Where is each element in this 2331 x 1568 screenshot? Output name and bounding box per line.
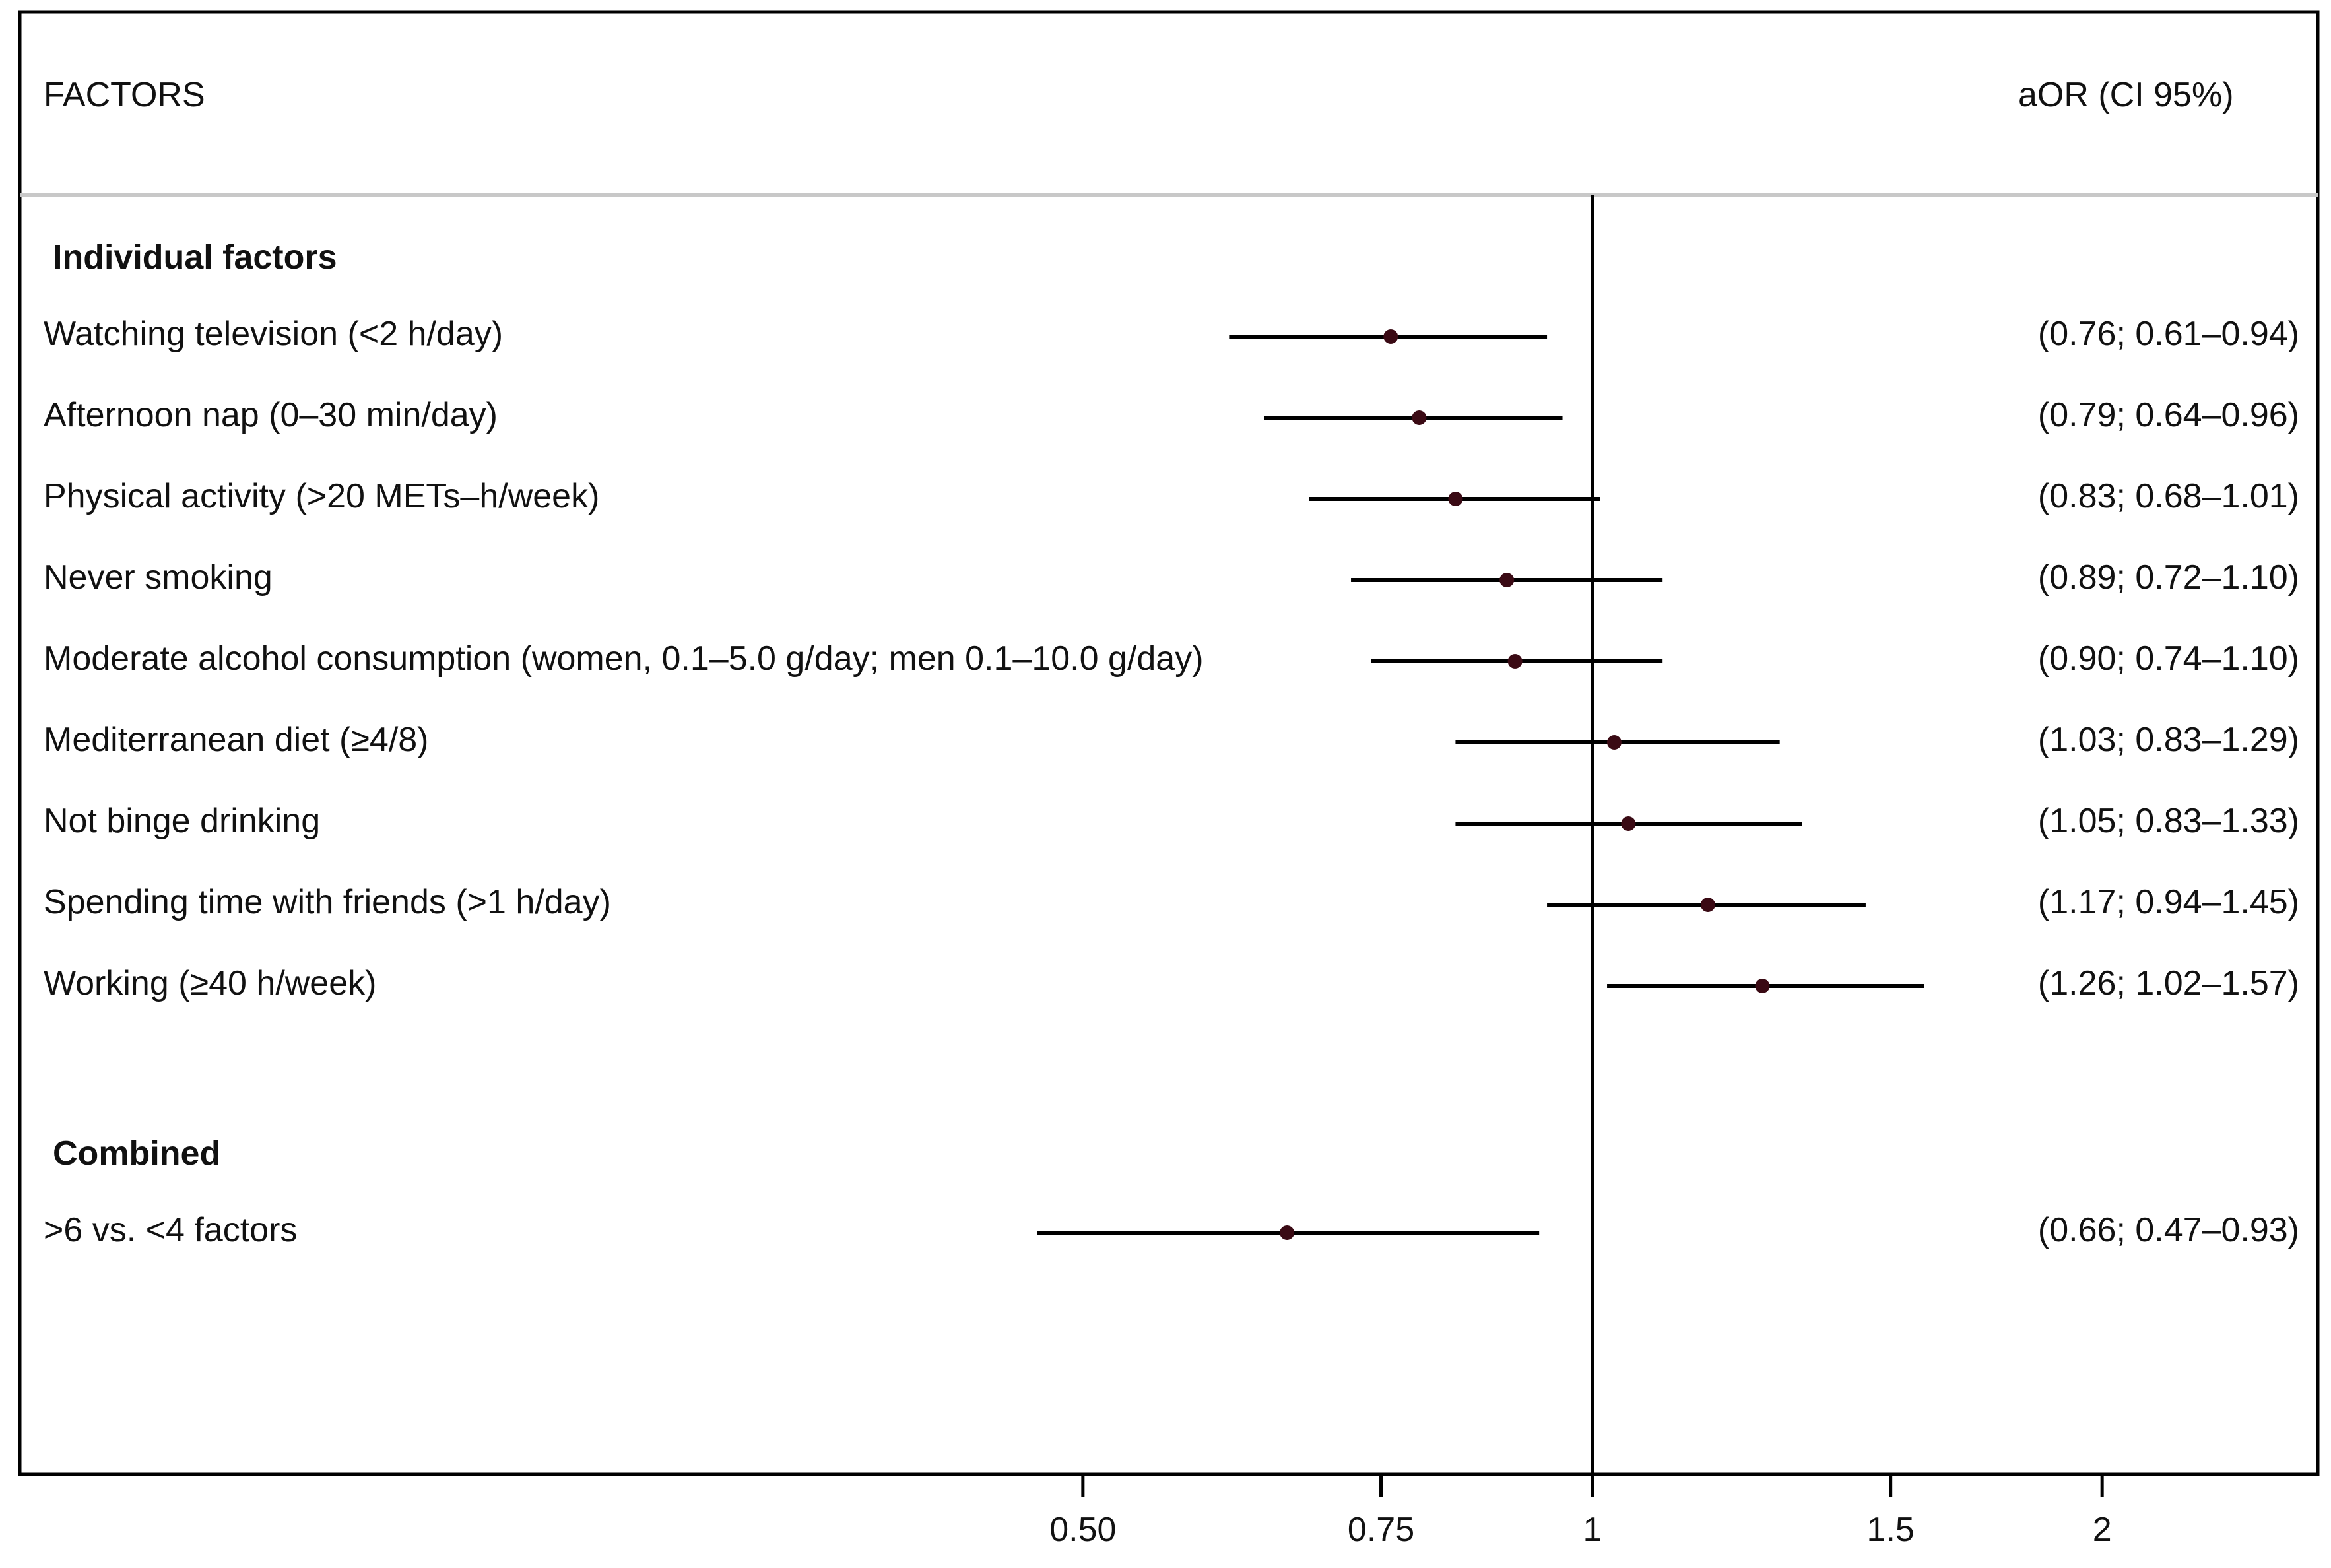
point-estimate	[1448, 492, 1463, 506]
ci-value: (0.76; 0.61–0.94)	[2037, 315, 2299, 353]
row-label: Physical activity (>20 METs–h/week)	[44, 477, 600, 515]
row-label: >6 vs. <4 factors	[44, 1211, 298, 1249]
ci-value: (1.05; 0.83–1.33)	[2037, 802, 2299, 840]
x-tick-label: 2	[2092, 1511, 2112, 1549]
row-label: Working (≥40 h/week)	[44, 964, 377, 1002]
row-label: Never smoking	[44, 558, 273, 597]
point-estimate	[1499, 573, 1515, 587]
point-estimate	[1700, 898, 1715, 912]
row-label: Afternoon nap (0–30 min/day)	[44, 396, 498, 434]
x-tick-label: 0.50	[1049, 1511, 1117, 1549]
point-estimate	[1280, 1225, 1295, 1240]
ci-value: (1.26; 1.02–1.57)	[2037, 964, 2299, 1002]
ci-value: (1.03; 0.83–1.29)	[2037, 721, 2299, 759]
row-label: Not binge drinking	[44, 802, 321, 840]
x-tick-label: 0.75	[1347, 1511, 1415, 1549]
x-tick-label: 1.5	[1866, 1511, 1915, 1549]
point-estimate	[1383, 329, 1398, 344]
ci-value: (0.79; 0.64–0.96)	[2037, 396, 2299, 434]
row-label: Mediterranean diet (≥4/8)	[44, 721, 429, 759]
ci-value: (0.89; 0.72–1.10)	[2037, 558, 2299, 597]
ci-value: (0.83; 0.68–1.01)	[2037, 477, 2299, 515]
point-estimate	[1412, 410, 1427, 425]
aor-header: aOR (CI 95%)	[2018, 76, 2234, 114]
point-estimate	[1507, 654, 1523, 669]
section-combined: Combined	[53, 1134, 221, 1173]
row-label: Watching television (<2 h/day)	[44, 315, 504, 353]
point-estimate	[1621, 816, 1636, 831]
ci-value: (0.90; 0.74–1.10)	[2037, 639, 2299, 678]
factors-header: FACTORS	[44, 76, 205, 114]
point-estimate	[1606, 735, 1622, 750]
row-label: Spending time with friends (>1 h/day)	[44, 883, 611, 921]
plot-border	[18, 10, 2320, 1476]
ci-value: (0.66; 0.47–0.93)	[2037, 1211, 2299, 1249]
point-estimate	[1755, 979, 1770, 993]
x-tick-label: 1	[1583, 1511, 1602, 1549]
row-label: Moderate alcohol consumption (women, 0.1…	[44, 639, 1204, 678]
ci-value: (1.17; 0.94–1.45)	[2037, 883, 2299, 921]
section-individual: Individual factors	[53, 238, 337, 277]
